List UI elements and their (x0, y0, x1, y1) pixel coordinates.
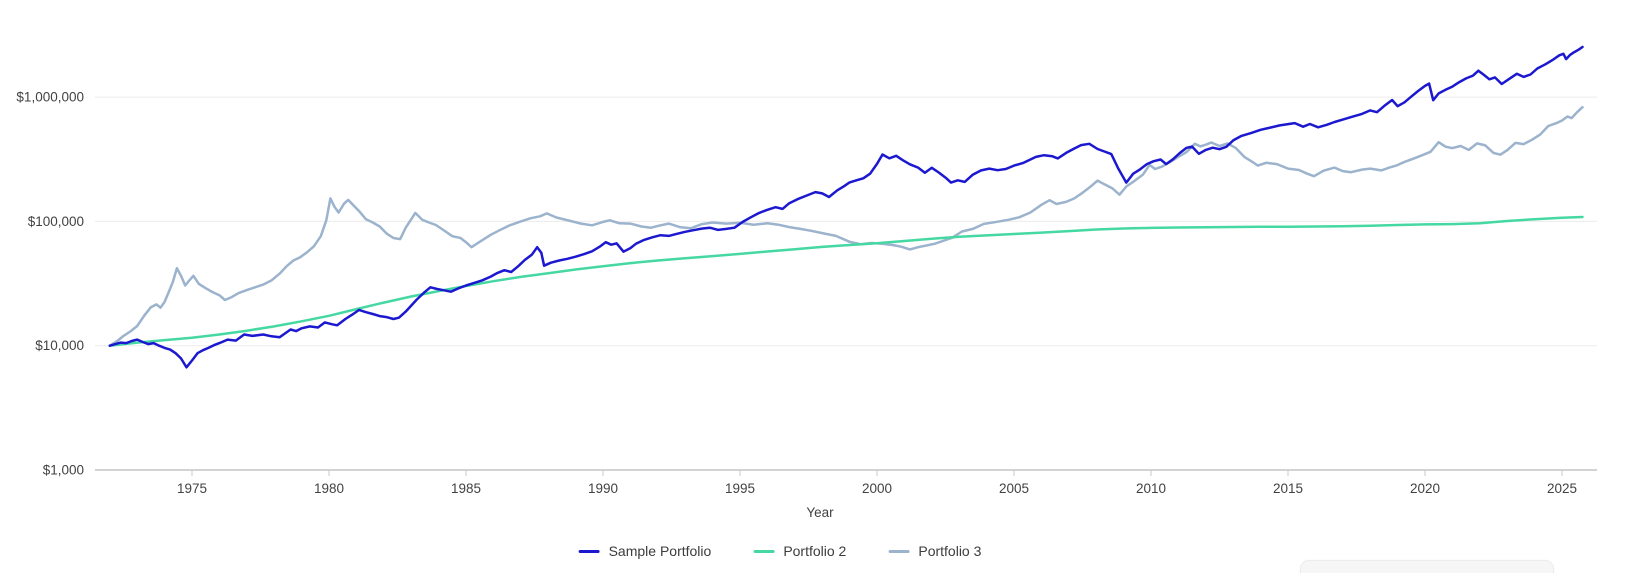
series-line-sample-portfolio (108, 45, 1584, 369)
legend-swatch-sample-portfolio-icon (578, 549, 600, 553)
partial-bottom-panel[interactable] (1300, 560, 1554, 573)
legend-item-portfolio-3[interactable]: Portfolio 3 (888, 543, 981, 559)
y-axis-label: $1,000 (43, 463, 84, 478)
y-axis-label: $1,000,000 (16, 90, 84, 105)
series-line-portfolio-2 (108, 215, 1584, 347)
x-axis-label: 1990 (588, 481, 618, 496)
legend-item-portfolio-2[interactable]: Portfolio 2 (753, 543, 846, 559)
x-axis-label: 2005 (999, 481, 1029, 496)
legend-swatch-portfolio-2-icon (753, 549, 775, 553)
x-axis-label: 2020 (1410, 481, 1440, 496)
x-axis-label: 1995 (725, 481, 755, 496)
legend-label-sample-portfolio: Sample Portfolio (608, 543, 712, 559)
y-axis-label: $100,000 (28, 214, 84, 229)
chart-legend: Sample Portfolio Portfolio 2 Portfolio 3 (578, 543, 981, 559)
legend-label-portfolio-3: Portfolio 3 (918, 543, 982, 559)
legend-item-sample-portfolio[interactable]: Sample Portfolio (578, 543, 712, 559)
series-line-portfolio-3 (108, 105, 1584, 347)
x-axis-label: 1975 (177, 481, 207, 496)
legend-label-portfolio-2: Portfolio 2 (783, 543, 847, 559)
x-axis-label: 2025 (1547, 481, 1577, 496)
legend-swatch-portfolio-3-icon (888, 549, 910, 553)
x-axis-title: Year (806, 505, 834, 520)
x-axis-label: 2010 (1136, 481, 1166, 496)
y-axis-label: $10,000 (35, 338, 84, 353)
x-axis-label: 2015 (1273, 481, 1303, 496)
x-axis-label: 1985 (451, 481, 481, 496)
x-axis-label: 1980 (314, 481, 344, 496)
x-axis-label: 2000 (862, 481, 892, 496)
